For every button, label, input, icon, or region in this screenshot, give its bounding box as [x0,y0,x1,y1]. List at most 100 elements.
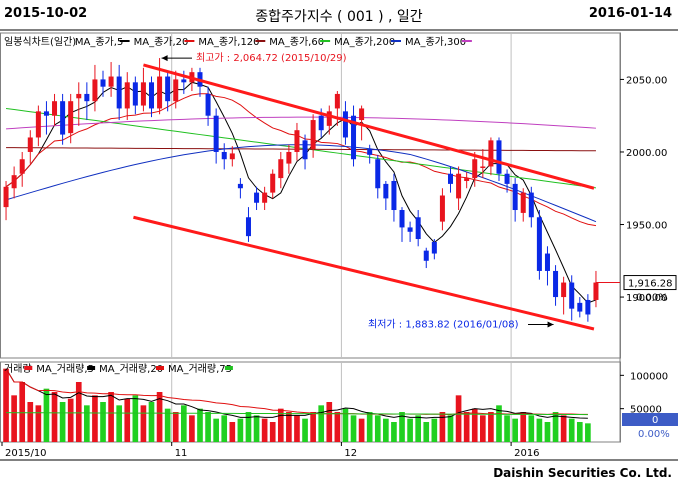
candle-body [92,79,98,102]
candle [472,151,478,187]
candle [326,105,332,135]
volume-bar [552,412,559,442]
volume-legend-label: MA_거래량,20 [99,363,163,375]
brand-label: Daishin Securities Co. Ltd. [493,466,672,480]
candle-body [278,159,284,179]
candle [76,82,82,126]
candle [116,64,122,121]
candle [488,137,494,176]
candle [100,70,106,97]
volume-bar [221,415,228,442]
volume-bar [3,368,9,442]
volume-legend-swatch [24,366,33,370]
candle-body [294,130,300,152]
candle-body [593,282,599,300]
candle-body [351,115,357,160]
candle-body [367,149,373,155]
volume-bar [391,422,397,442]
candle-body [221,151,227,160]
volume-y-tick-label: 50000 [630,405,662,416]
candle-body [132,82,138,106]
candle-body [213,115,219,152]
volume-legend-swatch [224,366,233,370]
volume-ma5-line [5,368,588,419]
volume-bar [560,415,567,442]
candle [92,64,98,112]
legend-label: MA_종가,120 [198,36,259,48]
candle-body [43,111,49,116]
legend-label: MA_종가,5 [75,36,123,48]
candle-body [254,192,260,203]
end-date: 2016-01-14 [588,6,672,21]
volume-legend-swatch [156,366,164,370]
candle-body [27,137,33,152]
legend-label: 일봉식차트(일간) [4,36,76,48]
candle [84,82,90,121]
y-tick-label: 2050.00 [626,75,667,86]
candle-body [19,159,25,174]
candle-body [286,151,292,164]
upper-trendline [143,63,595,190]
volume-bar [326,402,333,442]
candle-body [124,82,130,109]
volume-bar [92,395,98,442]
volume-bar [334,412,341,442]
candle [3,180,9,221]
candle [431,239,437,260]
volume-bar [148,402,155,442]
candle-body [68,101,74,134]
volume-bar [51,392,58,442]
ma20-line [5,93,597,227]
legend-label: MA_종가,200 [334,36,395,48]
volume-bar [366,412,373,442]
candle-body [464,178,470,181]
candle [367,144,373,164]
candle [585,294,591,322]
candle [577,297,583,318]
volume-bar [245,412,252,442]
candle-body [302,140,308,160]
candle-body [383,183,389,199]
candle-body [472,159,478,179]
candle-body [544,253,550,271]
candle-body [173,79,179,102]
candle-body [480,166,486,168]
volume-bar [512,418,518,442]
candle [593,270,599,308]
candle [302,134,308,170]
candle-body [76,93,82,99]
volume-bar [11,395,17,442]
candle-body [318,115,324,131]
candle [27,130,33,164]
volume-current-box [622,413,678,426]
candle-body [108,76,114,87]
candle-body [116,76,122,109]
volume-bar [496,405,502,442]
candle-body [520,192,526,213]
candle [512,178,518,222]
candle-body [399,210,405,228]
legend-label: MA_종가,20 [134,36,189,48]
start-date: 2015-10-02 [4,6,88,21]
candle-body [3,186,9,208]
candle [229,146,235,167]
candle [165,72,171,112]
candle [561,276,567,315]
candle-body [157,76,163,109]
volume-bar [213,418,219,442]
volume-bar [302,418,308,442]
price-change: 0.00% [636,293,668,304]
y-tick-label: 1950.00 [626,221,667,232]
candle-body [536,217,542,271]
volume-bar [205,412,211,442]
candle-body [439,195,445,222]
candle-body [310,120,316,150]
volume-bar [383,418,389,442]
volume-bar [479,415,486,442]
candle [569,275,575,321]
candle-body [245,217,251,237]
candle [383,180,389,211]
volume-bar [43,388,50,442]
volume-bar [140,405,147,442]
